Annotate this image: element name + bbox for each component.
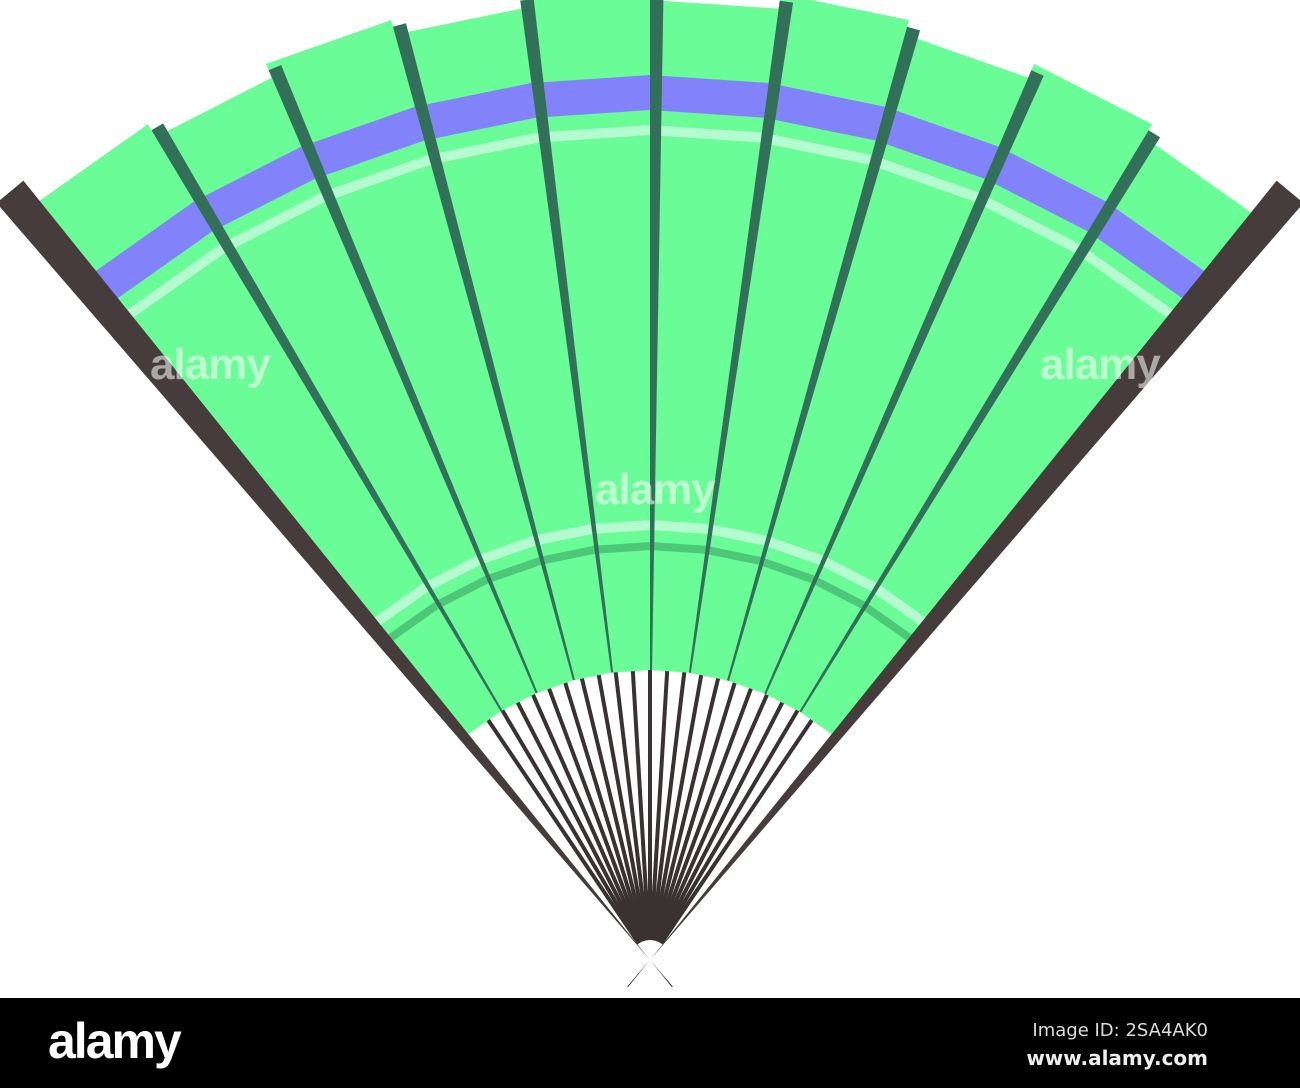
light-stripe [707, 523, 767, 546]
light-stripe [650, 520, 709, 534]
light-stripe [760, 132, 872, 165]
inner-spoke [547, 687, 645, 942]
light-stripe [423, 555, 481, 592]
site-url[interactable]: www.alamy.com [1026, 1046, 1208, 1070]
fan-rib [727, 26, 921, 681]
blue-band [875, 106, 999, 179]
light-stripe [370, 582, 429, 629]
folding-fan-illustration [0, 0, 1300, 988]
fan-rib [799, 130, 1161, 713]
paper-panel [727, 34, 1029, 694]
blue-band [414, 82, 537, 141]
light-stripe [118, 244, 226, 324]
paper-panel [395, 8, 612, 681]
inner-spoke [649, 670, 670, 941]
fan-rib [688, 0, 794, 673]
light-stripe [591, 520, 650, 534]
footer-bar: alamy Image ID: 2SA4AK0 www.alamy.com [0, 998, 1300, 1088]
blue-band [194, 146, 316, 232]
inner-spoke [651, 674, 704, 941]
fan-rib [268, 65, 538, 694]
shadow-stripe [650, 542, 707, 554]
shadow-stripe [434, 575, 489, 609]
inner-spoke [486, 718, 641, 945]
inner-spoke [659, 718, 814, 945]
blue-band [984, 146, 1106, 232]
light-stripe [819, 555, 877, 592]
fan-rib [650, 0, 664, 671]
light-stripe [476, 535, 536, 565]
inner-spoke [655, 687, 753, 942]
inner-spoke [515, 701, 643, 944]
inner-spoke [658, 709, 800, 944]
inner-spoke [652, 677, 721, 942]
shadow-stripe [758, 557, 815, 584]
shadow-stripe [861, 601, 916, 644]
light-stripe [321, 154, 431, 202]
fan-rib [520, 0, 614, 673]
inner-spoke [650, 671, 687, 941]
shadow-stripe [384, 601, 439, 644]
inner-spoke [596, 674, 649, 941]
blue-band [650, 75, 769, 118]
blue-band [1087, 201, 1213, 305]
alamy-logo: alamy [48, 1013, 182, 1069]
paper-panel [764, 63, 1153, 712]
image-id: Image ID: 2SA4AK0 [1032, 1020, 1208, 1041]
light-stripe [869, 154, 979, 202]
fan-rib [151, 123, 503, 712]
light-stripe [219, 192, 325, 253]
inner-spoke [656, 693, 769, 943]
paper-panel [688, 0, 909, 681]
inner-spoke [653, 682, 737, 942]
inner-spoke [531, 693, 644, 943]
inner-spoke [500, 709, 642, 944]
light-stripe [975, 192, 1081, 253]
inner-spoke [579, 677, 648, 942]
light-stripe [1074, 244, 1182, 324]
watermark: alamy [595, 465, 716, 514]
fan-rib [392, 23, 575, 681]
watermark: alamy [150, 340, 271, 389]
paper-panel [29, 124, 501, 737]
blue-band [87, 201, 213, 305]
shadow-stripe [811, 575, 866, 609]
fan-guard [0, 180, 673, 988]
fan-rib [764, 70, 1044, 695]
blue-band [301, 106, 425, 179]
shadow-stripe [704, 545, 762, 565]
blue-band [763, 82, 886, 141]
watermark: alamy [1040, 340, 1161, 389]
blue-band [531, 75, 650, 118]
shadow-stripe [593, 542, 650, 554]
fan-guard [627, 180, 1300, 988]
inner-spoke [630, 670, 651, 941]
paper-panel [650, 0, 779, 673]
light-stripe [764, 535, 824, 565]
light-stripe [871, 582, 930, 629]
light-stripe [650, 125, 762, 143]
inner-spoke [563, 682, 647, 942]
light-stripe [428, 132, 540, 165]
shadow-stripe [538, 545, 596, 565]
light-stripe [538, 125, 650, 143]
shadow-stripe [485, 557, 542, 584]
inner-spoke [657, 701, 785, 944]
inner-spoke [613, 671, 650, 941]
light-stripe [533, 523, 593, 546]
paper-panel [799, 137, 1261, 737]
